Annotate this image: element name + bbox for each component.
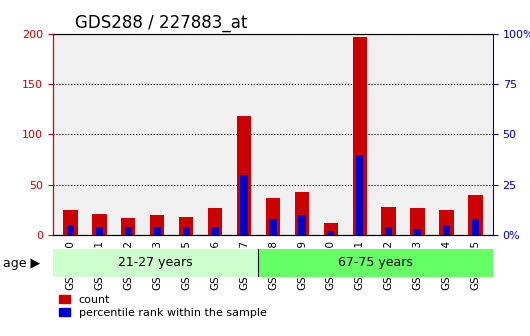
Bar: [121, 218, 136, 235]
Bar: [295, 192, 309, 235]
Text: 67-75 years: 67-75 years: [338, 256, 413, 269]
Bar: [182, 227, 190, 235]
Bar: [414, 229, 421, 235]
Bar: [208, 208, 222, 235]
Bar: [269, 219, 277, 235]
FancyBboxPatch shape: [259, 249, 493, 277]
Bar: [266, 198, 280, 235]
Bar: [382, 207, 396, 235]
Legend: count, percentile rank within the sample: count, percentile rank within the sample: [58, 295, 267, 318]
Bar: [385, 227, 392, 235]
Bar: [211, 227, 219, 235]
Bar: [63, 210, 77, 235]
FancyBboxPatch shape: [53, 249, 259, 277]
Bar: [469, 195, 483, 235]
Bar: [92, 214, 107, 235]
Bar: [352, 37, 367, 235]
Bar: [67, 225, 74, 235]
Bar: [356, 155, 364, 235]
Bar: [241, 175, 248, 235]
Bar: [472, 219, 479, 235]
Text: GDS288 / 227883_at: GDS288 / 227883_at: [75, 14, 248, 32]
Text: 21-27 years: 21-27 years: [118, 256, 193, 269]
Text: age ▶: age ▶: [3, 257, 40, 270]
Bar: [96, 227, 103, 235]
Bar: [410, 208, 425, 235]
Bar: [179, 217, 193, 235]
Bar: [237, 116, 251, 235]
Bar: [125, 227, 132, 235]
Bar: [154, 227, 161, 235]
Bar: [150, 215, 164, 235]
Bar: [439, 210, 454, 235]
Bar: [324, 223, 338, 235]
Bar: [298, 215, 305, 235]
Bar: [443, 225, 450, 235]
Bar: [327, 231, 334, 235]
